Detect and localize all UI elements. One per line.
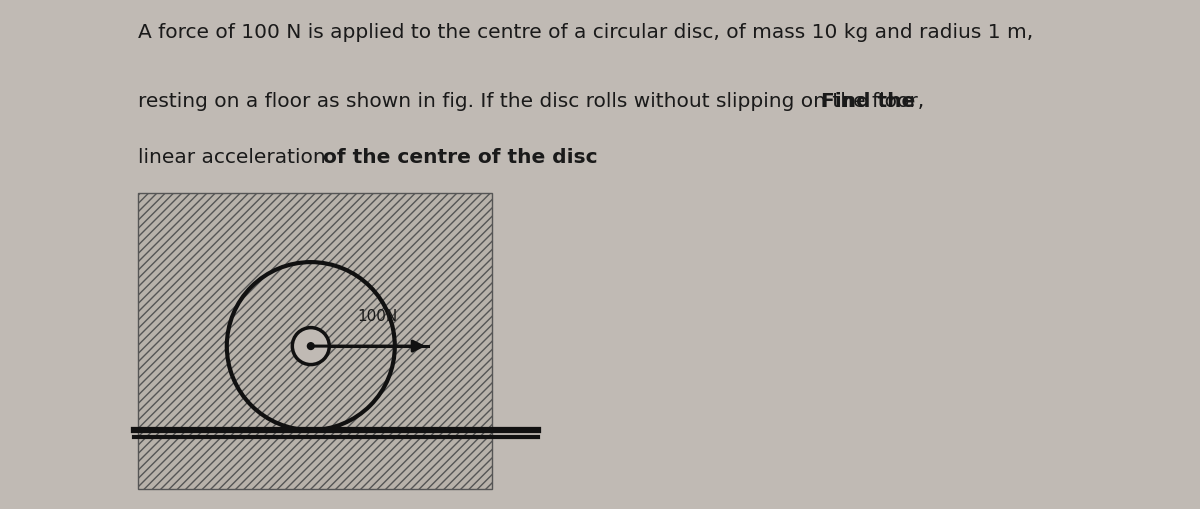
FancyBboxPatch shape [138,193,492,489]
Bar [138,193,492,489]
Text: 100N: 100N [358,308,397,323]
Text: Find the: Find the [814,92,914,110]
Circle shape [293,328,329,365]
Text: of the centre of the disc: of the centre of the disc [316,148,598,166]
Text: A force of 100 N is applied to the centre of a circular disc, of mass 10 kg and : A force of 100 N is applied to the centr… [138,23,1033,42]
Text: linear acceleration: linear acceleration [138,148,325,166]
Text: resting on a floor as shown in fig. If the disc rolls without slipping on the fl: resting on a floor as shown in fig. If t… [138,92,924,110]
Circle shape [307,343,314,350]
